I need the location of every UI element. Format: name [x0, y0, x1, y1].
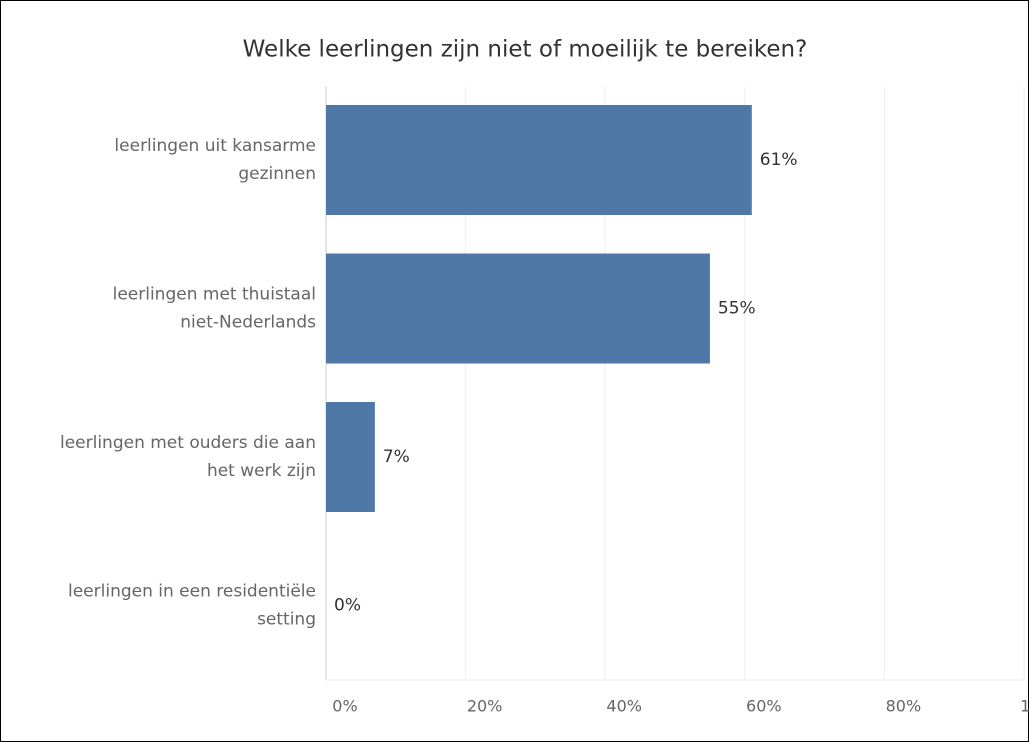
- x-tick-label: 80%: [886, 697, 922, 716]
- x-tick-label: 60%: [746, 697, 782, 716]
- bar: [326, 402, 375, 512]
- y-tick-label: setting: [257, 610, 316, 630]
- value-label: 0%: [334, 596, 361, 616]
- x-tick-label: 0%: [332, 697, 357, 716]
- value-label: 55%: [718, 299, 756, 319]
- value-label: 61%: [760, 150, 798, 170]
- y-tick-label: leerlingen met thuistaal: [113, 285, 316, 305]
- value-label: 7%: [383, 447, 410, 467]
- x-tick-label: 100%: [1020, 697, 1029, 716]
- x-tick-label: 40%: [606, 697, 642, 716]
- y-tick-label: gezinnen: [238, 164, 316, 184]
- x-tick-label: 20%: [467, 697, 503, 716]
- y-tick-label: leerlingen met ouders die aan: [60, 433, 316, 453]
- y-tick-label: het werk zijn: [207, 461, 316, 481]
- bar: [326, 105, 752, 215]
- chart-title: Welke leerlingen zijn niet of moeilijk t…: [243, 37, 808, 63]
- y-tick-label: leerlingen uit kansarme: [114, 136, 316, 156]
- y-tick-label: leerlingen in een residentiële: [68, 582, 316, 602]
- y-tick-label: niet-Nederlands: [180, 313, 316, 333]
- bar: [326, 253, 710, 364]
